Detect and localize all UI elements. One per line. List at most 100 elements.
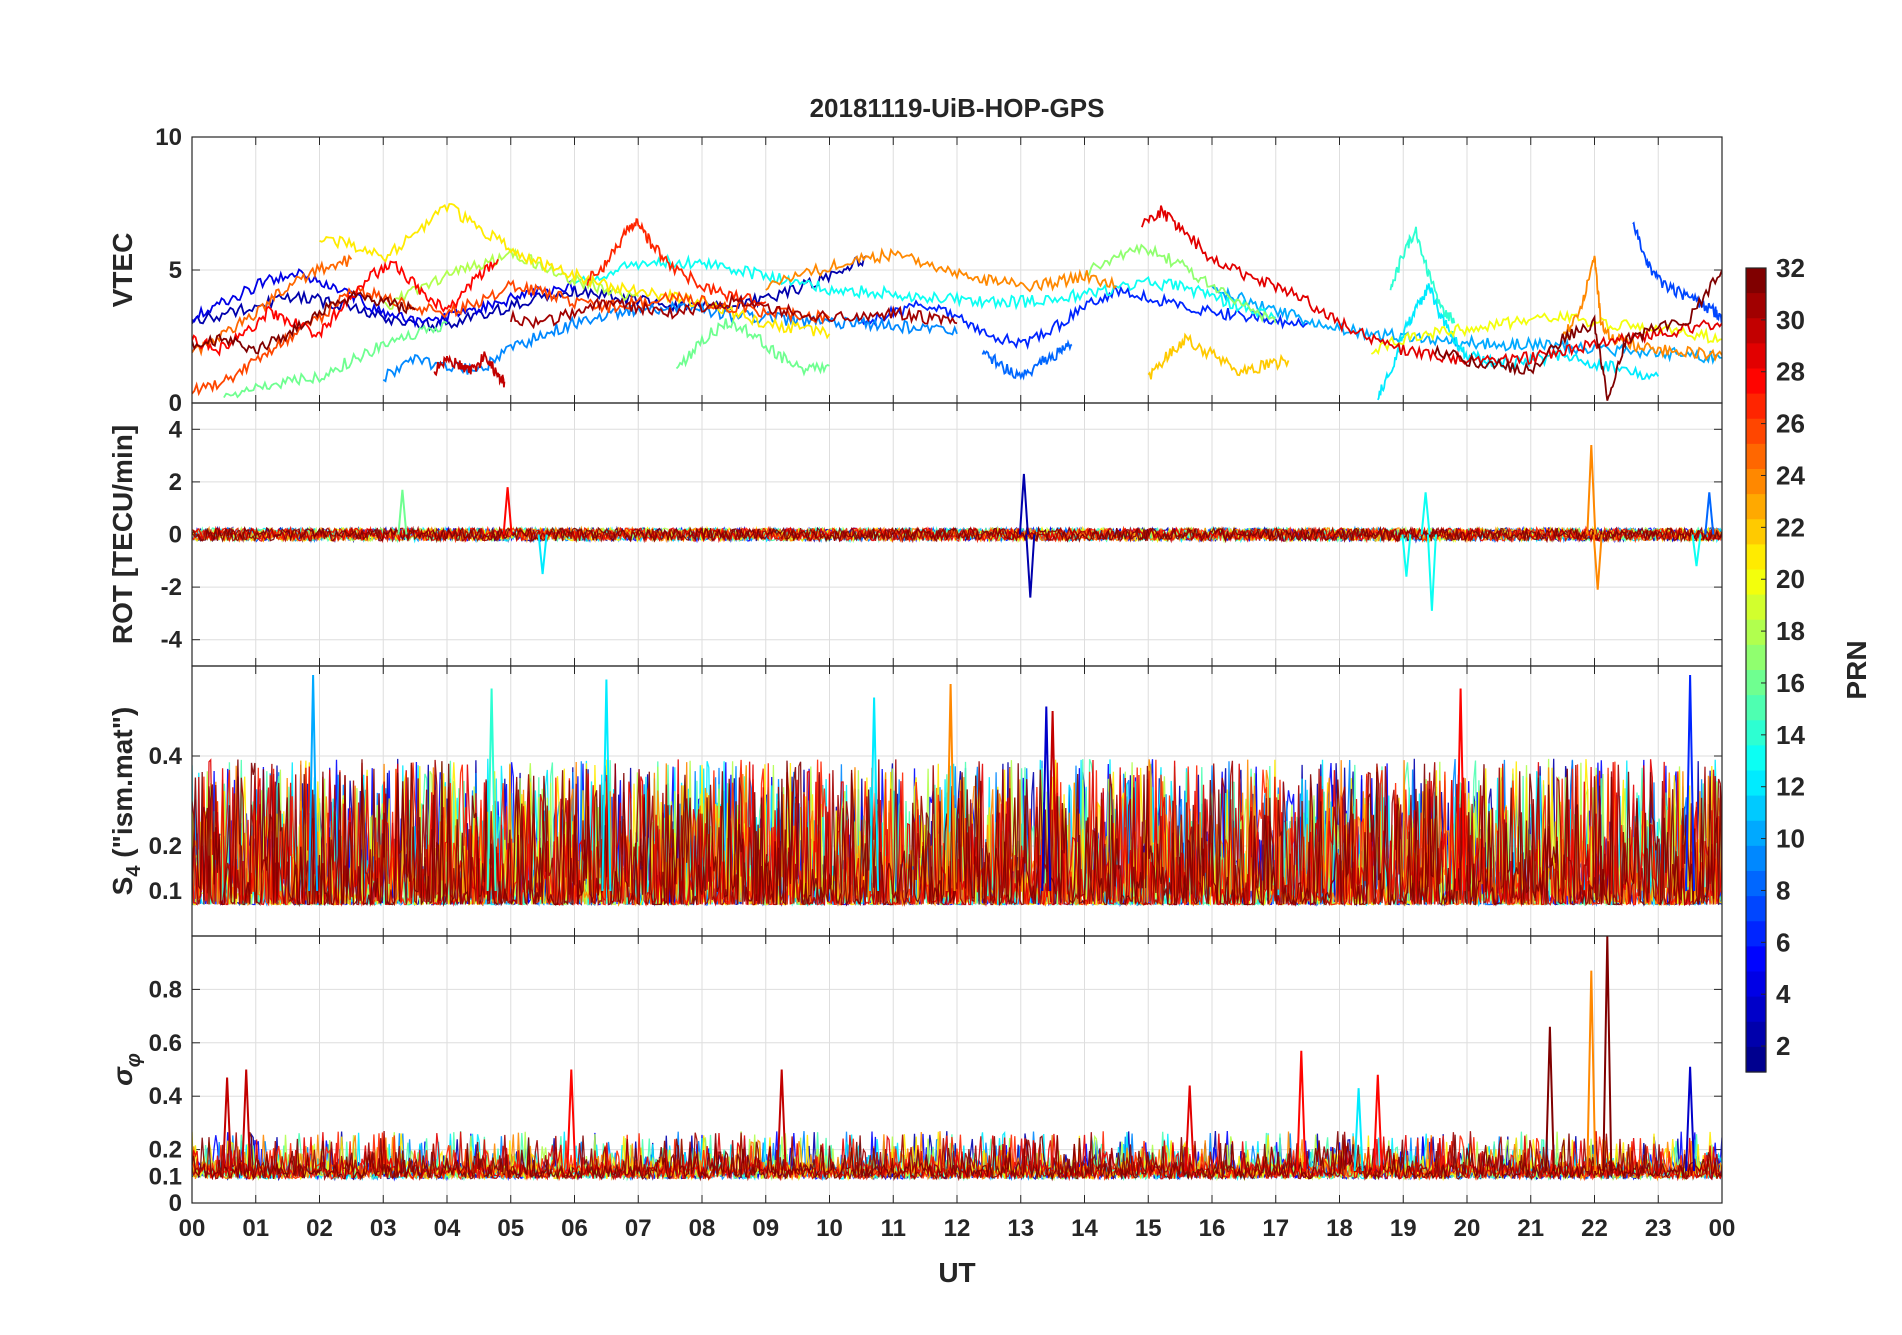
x-tick-label: 16 — [1199, 1215, 1226, 1242]
y-tick-label: 0.6 — [149, 1030, 182, 1057]
colorbar-segment — [1746, 820, 1766, 847]
sigma_phi-spike — [222, 1077, 233, 1172]
s4-trace-prn-32 — [192, 759, 1722, 907]
rot-spike — [1586, 445, 1597, 535]
colorbar-tick-label: 6 — [1776, 927, 1790, 957]
colorbar-tick-label: 28 — [1776, 357, 1805, 387]
y-tick-label: 0.8 — [149, 976, 182, 1003]
x-tick-label: 03 — [370, 1215, 397, 1242]
vtec-line-prn-8 — [981, 339, 1073, 381]
y-tick-label: 0.4 — [149, 1083, 183, 1110]
colorbar-tick-label: 18 — [1776, 616, 1805, 646]
sigma_phi-trace-prn-32 — [192, 1131, 1722, 1182]
colorbar-tick-label: 16 — [1776, 668, 1805, 698]
panel-sigma_phi-data — [192, 936, 1722, 1182]
y-axis-label-main: σ — [107, 1066, 138, 1086]
colorbar-segment — [1746, 544, 1766, 571]
vtec-line-prn-31 — [509, 293, 958, 330]
colorbar-tick-label: 4 — [1776, 979, 1791, 1009]
vtec-line-prn-30 — [433, 351, 506, 388]
vtec-line-prn-32 — [192, 289, 416, 355]
sigma_phi-spike — [776, 1069, 787, 1172]
colorbar-tick-label: 22 — [1776, 512, 1805, 542]
s4-spike — [601, 679, 612, 892]
colorbar-segment — [1746, 318, 1766, 344]
colorbar-segment — [1746, 770, 1766, 797]
colorbar-segment — [1746, 494, 1766, 520]
x-tick-label: 10 — [816, 1215, 843, 1242]
sigma_phi-trace-prn-29 — [192, 1131, 1722, 1182]
colorbar-segment — [1746, 1021, 1766, 1048]
y-tick-label: 10 — [155, 124, 182, 151]
x-tick-label: 07 — [625, 1215, 652, 1242]
y-tick-label: 0.2 — [149, 1137, 182, 1164]
sigma_phi-spike — [1296, 1050, 1307, 1172]
colorbar-segment — [1746, 569, 1766, 596]
y-axis-label-subscript: 4 — [123, 865, 145, 877]
colorbar-segment — [1746, 393, 1766, 420]
vtec-line-prn-24 — [765, 247, 1117, 293]
x-tick-label: 19 — [1390, 1215, 1417, 1242]
colorbar-segment — [1746, 720, 1766, 746]
y-axis-label-main: S — [107, 877, 138, 896]
colorbar-label: PRN — [1841, 640, 1872, 699]
sigma_phi-spike — [1184, 1085, 1195, 1172]
sigma_phi-spike — [1586, 970, 1597, 1172]
vtec-line-prn-17 — [1084, 243, 1277, 324]
vtec-line-prn-21 — [319, 203, 831, 340]
x-axis: 00 01 02 03 04 05 06 07 08 09 10 11 12 13 14 15 16 17 18 19… — [179, 137, 1736, 1242]
y-tick-label: 4 — [169, 416, 183, 443]
y-tick-label: 0.1 — [149, 1163, 182, 1190]
vtec-line-prn-26 — [192, 279, 831, 397]
colorbar-segment — [1746, 795, 1766, 822]
s4-spike — [945, 683, 956, 892]
panel-s4-data — [192, 674, 1722, 908]
colorbar: 32 30 28 26 24 22 20 18 16 14 12 10 8 6 4 2 PRN — [1745, 253, 1872, 1073]
rot-spike — [1704, 492, 1715, 535]
vtec-line-prn-4 — [192, 268, 576, 329]
s4-spike — [308, 674, 319, 892]
colorbar-segment — [1746, 619, 1766, 646]
colorbar-segment — [1746, 519, 1766, 545]
y-axis-label-vtec: VTEC — [107, 233, 138, 308]
rot-spike — [1426, 534, 1437, 611]
panel-sigma_phi: 00.10.2 0.4 0.6 0.8 σφ — [107, 935, 1723, 1217]
colorbar-segment — [1746, 971, 1766, 998]
colorbar-tick-label: 20 — [1776, 564, 1805, 594]
vtec-line-prn-25 — [192, 254, 353, 357]
y-axis-label-s4: S4 ("ism.mat") — [107, 707, 145, 896]
x-tick-label: 23 — [1645, 1215, 1672, 1242]
colorbar-tick-label: 2 — [1776, 1031, 1790, 1061]
sigma_phi-spike — [1353, 1088, 1364, 1172]
vtec-line-prn-12 — [1376, 283, 1660, 401]
x-axis-title: UT — [938, 1257, 975, 1288]
chart-title: 20181119-UiB-HOP-GPS — [810, 93, 1105, 123]
colorbar-segment — [1746, 871, 1766, 897]
colorbar-segment — [1746, 343, 1766, 370]
x-tick-label: 18 — [1326, 1215, 1353, 1242]
y-tick-label: 2 — [169, 469, 182, 496]
rot-spike — [1691, 534, 1702, 567]
colorbar-segment — [1746, 996, 1766, 1023]
colorbar-tick-label: 14 — [1776, 720, 1805, 750]
vtec-line-prn-14 — [1389, 226, 1456, 324]
rot-spike — [502, 487, 513, 535]
colorbar-segment — [1746, 293, 1766, 319]
y-tick-label: 0.1 — [149, 878, 182, 905]
vtec-line-prn-16 — [223, 320, 448, 399]
panel-vtec-data — [192, 203, 1722, 401]
sigma_phi-spike — [1602, 936, 1613, 1172]
vtec-line-prn-22 — [1147, 332, 1290, 380]
x-tick-label: 20 — [1454, 1215, 1481, 1242]
y-tick-label: 0 — [169, 522, 182, 549]
y-tick-label: -4 — [161, 627, 183, 654]
vtec-line-prn-29 — [1141, 205, 1722, 367]
rot-spike — [1018, 473, 1029, 535]
colorbar-segment — [1746, 644, 1766, 671]
rot-spike — [537, 534, 548, 575]
rot-spike — [1592, 534, 1603, 590]
x-tick-label: 00 — [1709, 1215, 1736, 1242]
sigma_phi-spike — [1372, 1074, 1383, 1172]
